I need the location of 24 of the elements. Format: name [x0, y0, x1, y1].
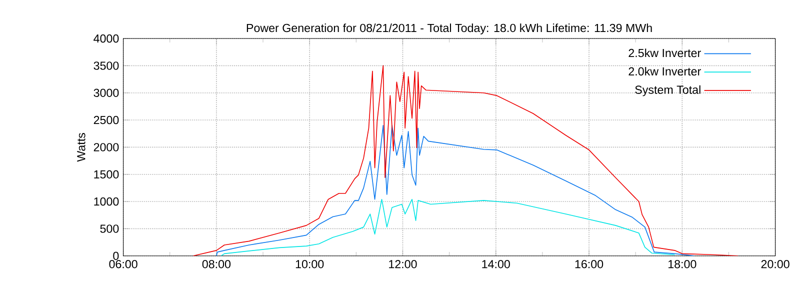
y-axis-title: Watts [77, 132, 86, 162]
x-tick-label: 18:00 [668, 260, 696, 268]
y-tick-label: 4000 [94, 34, 119, 42]
y-tick-label: 1500 [94, 170, 119, 178]
x-tick-label: 10:00 [296, 260, 324, 268]
line-series [220, 198, 676, 256]
legend-label: 2.0kw Inverter [628, 66, 701, 76]
y-tick-label: 2000 [94, 142, 119, 152]
y-tick-label: 2500 [94, 116, 119, 124]
legend-label: System Total [635, 85, 700, 96]
y-tick-label: 3500 [94, 61, 119, 70]
y-tick-label: 500 [100, 224, 119, 233]
x-tick-label: 12:00 [389, 260, 417, 268]
x-tick-label: 14:00 [482, 260, 510, 268]
chart-title: Power Generation for 08/21/2011 - Total Today: 18.0 kWh Lifetime: 11.39 MWh [246, 23, 652, 34]
x-tick-label: 20:00 [761, 260, 790, 268]
x-tick-label: 16:00 [575, 260, 604, 268]
y-tick-label: 3000 [94, 88, 119, 97]
y-tick-label: 0 [113, 252, 119, 260]
line-series [216, 124, 695, 256]
x-tick-label: 08:00 [202, 260, 231, 268]
y-tick-label: 1000 [94, 197, 119, 206]
x-tick-label: 06:00 [109, 260, 138, 268]
legend-label: 2.5kw Inverter [628, 48, 701, 57]
